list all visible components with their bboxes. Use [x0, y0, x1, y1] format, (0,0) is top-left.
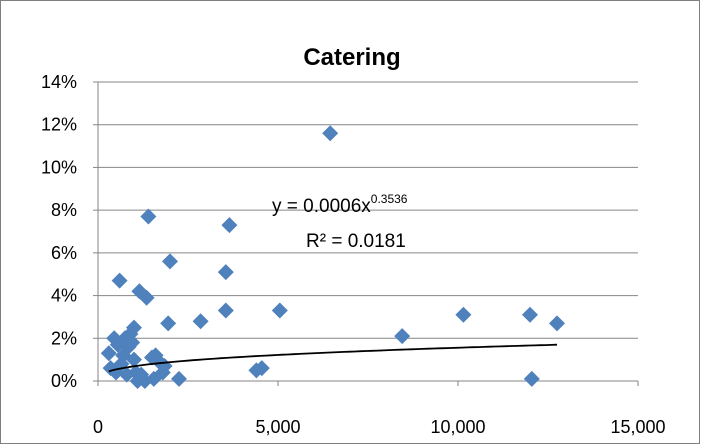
axes [93, 81, 639, 386]
data-point [322, 125, 339, 142]
trendline-equation: y = 0.0006x0.3536 [272, 192, 408, 217]
data-point [549, 315, 565, 332]
y-tick-label: 0% [51, 371, 77, 391]
data-points [100, 125, 565, 389]
data-point [522, 306, 538, 323]
data-point [221, 217, 238, 234]
data-point [192, 313, 209, 330]
data-point [394, 328, 411, 345]
data-point [100, 345, 117, 362]
y-tick-label: 10% [41, 157, 77, 177]
trendline-r-squared: R² = 0.0181 [306, 231, 406, 252]
y-tick-label: 8% [51, 200, 77, 220]
data-point [162, 253, 178, 270]
y-tick-label: 2% [51, 328, 77, 348]
y-tick-label: 4% [51, 286, 77, 306]
y-tick-label: 6% [51, 243, 77, 263]
data-point [126, 319, 142, 336]
y-tick-label: 12% [41, 115, 77, 135]
data-point [455, 306, 472, 323]
y-tick-label: 14% [41, 72, 77, 92]
trendline-equation-exponent: 0.3536 [371, 192, 408, 206]
power-trendline [108, 343, 558, 373]
x-tick-label: 10,000 [430, 417, 485, 437]
data-point [138, 289, 155, 306]
data-point [140, 208, 157, 225]
x-tick-label: 0 [93, 417, 103, 437]
data-point [171, 370, 187, 387]
data-point [217, 302, 234, 319]
x-axis-tick-labels: 0 5,000 10,000 15,000 [93, 417, 666, 437]
data-point [217, 264, 234, 281]
data-point [126, 351, 142, 368]
gridlines [98, 81, 638, 339]
chart-title: Catering [303, 44, 400, 71]
data-point [160, 315, 177, 332]
data-point [253, 360, 270, 377]
trendline-equation-base: y = 0.0006x [272, 196, 371, 217]
data-point [111, 272, 128, 289]
y-axis-tick-labels: 0% 2% 4% 6% 8% 10% 12% 14% [41, 72, 77, 391]
x-tick-label: 5,000 [255, 417, 300, 437]
x-tick-label: 15,000 [610, 417, 665, 437]
data-point [124, 334, 141, 351]
data-point [271, 302, 288, 319]
data-point [523, 370, 540, 387]
